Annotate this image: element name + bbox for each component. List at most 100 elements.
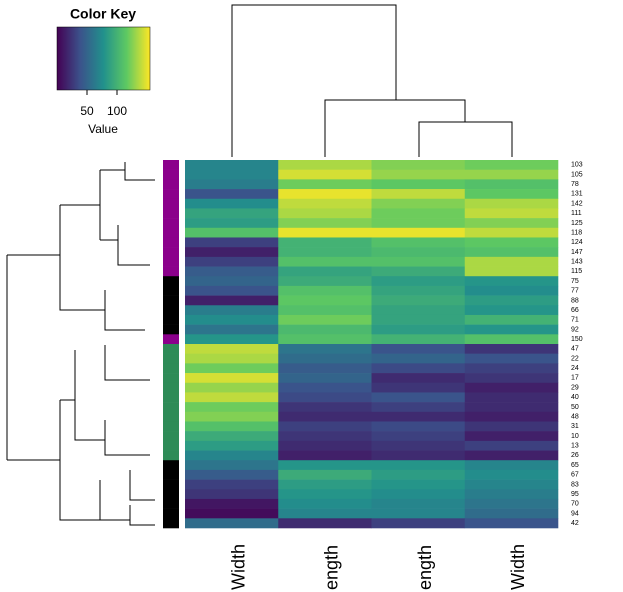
heatmap-cell [278,440,372,451]
heatmap-cell [185,305,279,316]
heatmap-cell [371,237,466,248]
heatmap-cell [185,431,279,442]
row-label: 92 [571,326,579,333]
heatmap-cell [371,469,466,480]
heatmap-cell [278,460,372,471]
row-label: 95 [571,491,579,498]
heatmap-cell [371,382,466,393]
heatmap-cell [371,344,466,354]
row-side-color [163,314,179,325]
row-side-color [163,489,179,500]
heatmap-cell [464,363,559,374]
heatmap-cell [185,218,279,229]
heatmap-cell [464,392,559,403]
heatmap-cell [185,285,279,296]
heatmap-cell [371,373,466,384]
row-label: 29 [571,384,579,391]
heatmap-cell [278,373,372,384]
row-side-color [163,431,179,442]
row-side-color [163,169,179,180]
row-side-color [163,189,179,200]
row-label: 26 [571,452,579,459]
heatmap-cell [371,411,466,422]
heatmap-cell [278,334,372,345]
heatmap-cell [185,469,279,480]
heatmap-cell [185,189,279,200]
row-label: 70 [571,501,579,508]
heatmap-cell [371,479,466,490]
row-side-color [163,469,179,480]
heatmap-cell [464,373,559,384]
row-label: 10 [571,433,579,440]
heatmap-cell [371,285,466,296]
column-label: Width [508,544,528,590]
row-side-color [163,198,179,209]
row-label: 78 [571,181,579,188]
heatmap-cell [185,411,279,422]
heatmap-cell [278,498,372,509]
heatmap-cell [278,179,372,190]
heatmap-cell [464,247,559,258]
heatmap-cell [278,218,372,229]
column-label: ength [322,545,342,590]
heatmap-cell [464,498,559,509]
row-side-color [163,305,179,316]
row-side-color [163,334,179,345]
heatmap-cell [185,479,279,490]
row-side-color [163,402,179,413]
heatmap-cell [185,247,279,258]
heatmap-cell [371,266,466,277]
heatmap-cell [185,450,279,461]
heatmap-cell [185,160,279,170]
heatmap-cell [464,450,559,461]
row-label: 75 [571,278,579,285]
row-side-color [163,382,179,393]
column-label: Width [228,544,248,590]
heatmap-cell [371,276,466,287]
heatmap-cell [464,440,559,451]
row-side-color [163,344,179,354]
heatmap-cell [278,285,372,296]
heatmap-cell [278,256,372,267]
row-side-color [163,450,179,461]
row-side-color [163,218,179,229]
heatmap-cell [371,334,466,345]
heatmap-cell [278,518,372,529]
row-side-color [163,285,179,296]
row-label: 13 [571,443,579,450]
row-label: 42 [571,520,579,527]
heatmap-cell [371,169,466,180]
row-side-color [163,498,179,509]
column-dendrogram [231,4,513,157]
heatmap-cell [185,363,279,374]
row-side-color [163,353,179,364]
row-side-color [163,227,179,238]
heatmap-cell [185,324,279,335]
row-label: 22 [571,355,579,362]
heatmap-cell [278,305,372,316]
heatmap-cell [185,314,279,325]
heatmap-cell [278,421,372,432]
heatmap-cell [371,160,466,170]
heatmap-cell [185,392,279,403]
row-label: 124 [571,239,583,246]
heatmap-cell [464,402,559,413]
key-xlabel: Value [88,122,118,136]
heatmap-cell [464,179,559,190]
heatmap-cell [371,208,466,219]
row-label: 150 [571,336,583,343]
row-label: 66 [571,307,579,314]
row-label: 31 [571,423,579,430]
heatmap-cell [371,314,466,325]
row-label: 17 [571,375,579,382]
row-label: 65 [571,462,579,469]
heatmap-cell [464,266,559,277]
row-label: 105 [571,171,583,178]
heatmap-cell [278,160,372,170]
heatmap-cell [185,237,279,248]
heatmap-cell [464,508,559,519]
heatmap-cell [278,382,372,393]
heatmap-cell [371,402,466,413]
heatmap-cell [464,479,559,490]
